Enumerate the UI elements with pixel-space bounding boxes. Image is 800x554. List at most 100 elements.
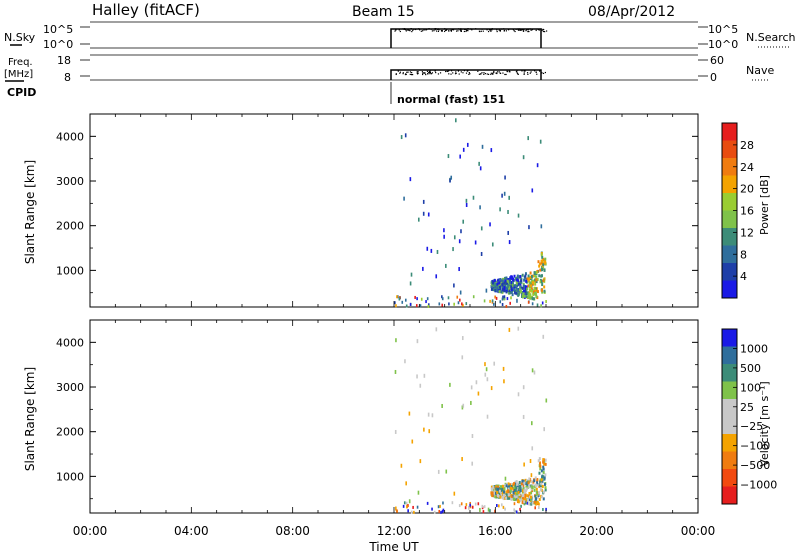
- echo-cell: [544, 473, 547, 477]
- echo-cell: [513, 508, 515, 512]
- echo-cell: [532, 484, 535, 488]
- echo-cell: [514, 510, 517, 514]
- colorbar-segment: [722, 451, 737, 470]
- nave-dot: [477, 70, 479, 72]
- echo-cell: [521, 489, 524, 493]
- nsearch-dot: [399, 30, 401, 33]
- echo-cell: [478, 161, 480, 166]
- echo-cell: [520, 294, 523, 298]
- echo-cell: [543, 476, 546, 480]
- echo-cell: [427, 304, 430, 308]
- echo-cell: [498, 290, 501, 294]
- nsearch-dot: [542, 30, 544, 33]
- echo-cell: [495, 487, 498, 491]
- nave-dot: [429, 73, 431, 75]
- nave-dot: [483, 72, 485, 74]
- nsearch-dot: [541, 29, 544, 31]
- nsearch-dot: [398, 29, 400, 31]
- nave-dot: [533, 70, 536, 72]
- echo-cell: [491, 242, 494, 247]
- nave-dot: [429, 70, 431, 72]
- colorbar-tick-label: −25: [740, 420, 763, 433]
- echo-cell: [543, 268, 546, 272]
- echo-cell: [541, 290, 544, 294]
- echo-cell: [490, 485, 493, 489]
- nave-tick-top: 60: [710, 54, 724, 67]
- echo-cell: [481, 504, 484, 508]
- echo-cell: [517, 293, 520, 297]
- nsearch-dot: [455, 30, 458, 32]
- nsearch-dot: [437, 28, 439, 30]
- echo-cell: [441, 295, 443, 299]
- echo-cell: [521, 482, 524, 486]
- echo-cell: [522, 286, 525, 290]
- echo-cell: [542, 460, 545, 464]
- echo-cell: [412, 505, 414, 509]
- echo-cell: [447, 154, 450, 159]
- echo-cell: [521, 273, 524, 277]
- echo-cell: [508, 286, 511, 290]
- echo-cell: [501, 288, 504, 292]
- nsearch-dot: [444, 29, 447, 31]
- nsearch-dot: [438, 29, 440, 31]
- nave-dot: [454, 73, 457, 75]
- echo-cell: [514, 484, 517, 488]
- echo-cell: [458, 239, 461, 244]
- echo-cell: [409, 302, 412, 306]
- nave-dot: [455, 71, 457, 73]
- nsearch-dot: [441, 30, 443, 32]
- echo-cell: [482, 510, 485, 514]
- echo-cell: [498, 281, 501, 285]
- echo-cell: [536, 492, 539, 496]
- nsearch-label: N.Search: [746, 31, 796, 44]
- nave-dot: [536, 73, 538, 75]
- nsearch-dot: [522, 29, 524, 31]
- echo-cell: [509, 280, 512, 284]
- echo-cell: [541, 495, 544, 499]
- echo-cell: [539, 280, 542, 284]
- echo-cell: [499, 278, 502, 282]
- nave-dot: [493, 70, 495, 73]
- nave-dot: [524, 70, 526, 72]
- velocity-y-axis-label: Slant Range [km]: [23, 367, 37, 471]
- echo-cell: [526, 291, 529, 295]
- echo-cell: [510, 486, 513, 490]
- echo-cell: [435, 327, 438, 332]
- echo-cell: [459, 298, 461, 302]
- nsearch-dot: [412, 29, 414, 32]
- echo-cell: [499, 487, 502, 491]
- echo-cell: [507, 493, 510, 497]
- colorbar-segment: [722, 381, 737, 400]
- nsearch-dots: [394, 28, 548, 33]
- echo-cell: [530, 275, 533, 279]
- echo-cell: [505, 276, 508, 280]
- echo-cell: [530, 487, 533, 491]
- echo-cell: [408, 411, 411, 416]
- nave-dot: [397, 70, 399, 72]
- echo-cell: [459, 154, 461, 159]
- echo-cell: [530, 421, 533, 426]
- power-plot-frame: [89, 113, 699, 308]
- echo-cell: [427, 412, 430, 417]
- nsearch-dot: [531, 29, 533, 31]
- echo-cell: [513, 274, 516, 278]
- echo-cell: [511, 482, 513, 487]
- echo-cell: [530, 288, 533, 292]
- echo-cell: [514, 277, 517, 281]
- echo-cell: [542, 490, 545, 494]
- echo-cell: [536, 303, 539, 307]
- nsearch-dot: [444, 28, 446, 30]
- nave-dot: [422, 72, 424, 74]
- echo-cell: [515, 281, 518, 285]
- echo-cell: [531, 486, 534, 490]
- echo-cell: [537, 459, 540, 463]
- echo-cell: [410, 272, 413, 277]
- time-tick-label: 12:00: [377, 524, 412, 538]
- echo-cell: [522, 498, 525, 502]
- echo-cell: [416, 374, 418, 379]
- echo-cell: [540, 253, 543, 257]
- echo-cell: [407, 504, 409, 508]
- echo-cell: [409, 281, 412, 286]
- echo-cell: [520, 504, 522, 508]
- echo-cell: [422, 266, 424, 271]
